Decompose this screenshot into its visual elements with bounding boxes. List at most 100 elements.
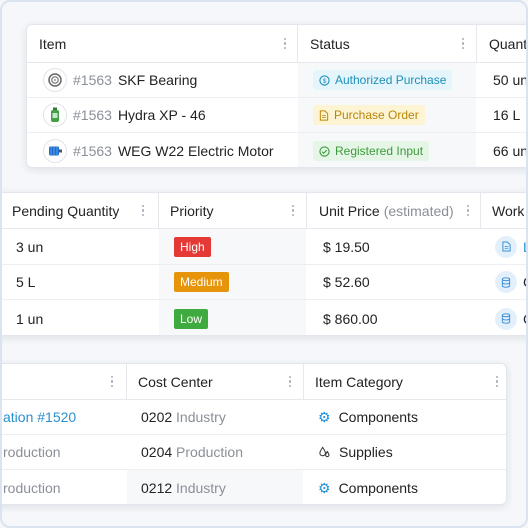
cost-name: Industry xyxy=(176,409,226,425)
column-header-item[interactable]: Item xyxy=(39,35,67,52)
priority-badge: Medium xyxy=(174,272,229,292)
bearing-icon xyxy=(43,68,67,92)
cost-center-cell: 0204 Production xyxy=(141,435,243,469)
document-icon xyxy=(319,109,329,121)
gear-icon: ⚙ xyxy=(318,408,331,425)
item-category-cell: ⚙ Components xyxy=(318,400,418,434)
unit-price-cell: $ 860.00 xyxy=(323,310,378,327)
cost-center-cell: 0202 Industry xyxy=(141,400,226,434)
status-cell: Registered Input xyxy=(298,133,476,167)
table-row[interactable]: 5 L Medium $ 52.60 C xyxy=(2,265,526,300)
unit-price-cell: $ 52.60 xyxy=(323,274,370,290)
work-cell: C xyxy=(495,300,526,335)
cost-table-header: Cost Center Item Category xyxy=(2,364,506,400)
cost-table: Cost Center Item Category ation #1520 02… xyxy=(2,363,507,505)
column-menu-icon[interactable] xyxy=(464,193,472,228)
status-badge: Purchase Order xyxy=(313,105,425,125)
item-name[interactable]: SKF Bearing xyxy=(117,72,198,88)
column-menu-icon[interactable] xyxy=(139,193,147,228)
dollar-circle-icon: $ xyxy=(319,74,330,86)
column-menu-icon[interactable] xyxy=(281,25,289,62)
column-divider[interactable] xyxy=(126,364,127,399)
pending-table: Pending Quantity Priority Unit Price (es… xyxy=(2,192,526,336)
priority-badge: High xyxy=(174,236,211,257)
origin-text: roduction xyxy=(3,480,61,496)
table-row[interactable]: ation #1520 0202 Industry ⚙ Components xyxy=(2,400,506,435)
drops-icon xyxy=(318,445,331,459)
cost-code: 0212 xyxy=(141,480,173,496)
item-code: #1563 xyxy=(73,143,112,159)
status-cell: Purchase Order xyxy=(298,98,476,132)
cost-name: Production xyxy=(176,444,243,460)
oil-bottle-icon xyxy=(43,103,67,127)
work-link[interactable]: L xyxy=(523,239,526,255)
item-name[interactable]: WEG W22 Electric Motor xyxy=(117,143,274,159)
column-header-priority[interactable]: Priority xyxy=(170,202,214,219)
quantity-cell: 66 un xyxy=(493,143,528,159)
item-code: #1563 xyxy=(73,107,112,123)
priority-badge: Low xyxy=(174,308,209,329)
items-table: Item Status Quant #1563 SKF Bearing $ Au… xyxy=(26,24,528,168)
table-row[interactable]: #1563 Hydra XP - 46 Purchase Order 16 L xyxy=(27,98,526,133)
items-table-header: Item Status Quant xyxy=(27,25,528,63)
work-text: C xyxy=(523,274,526,290)
cost-name: Industry xyxy=(176,480,226,496)
column-header-quantity[interactable]: Quant xyxy=(489,35,528,52)
item-cell: #1563 Hydra XP - 46 xyxy=(43,98,206,132)
work-cell: L xyxy=(495,229,526,264)
pending-table-header: Pending Quantity Priority Unit Price (es… xyxy=(2,193,526,229)
column-header-unit-price[interactable]: Unit Price (estimated) xyxy=(319,193,454,228)
table-row[interactable]: roduction 0212 Industry ⚙ Components xyxy=(2,470,506,504)
table-row[interactable]: #1563 WEG W22 Electric Motor Registered … xyxy=(27,133,528,167)
column-menu-icon[interactable] xyxy=(108,364,116,399)
pending-quantity-cell: 3 un xyxy=(16,238,44,255)
column-divider[interactable] xyxy=(297,25,298,62)
origin-link[interactable]: ation #1520 xyxy=(3,409,77,425)
status-badge: $ Authorized Purchase xyxy=(313,70,453,90)
item-category-cell: ⚙ Components xyxy=(318,470,418,504)
svg-text:$: $ xyxy=(323,77,327,84)
column-header-work[interactable]: Work xyxy=(492,202,525,219)
column-header-item-category[interactable]: Item Category xyxy=(315,373,403,390)
work-cell: C xyxy=(495,265,526,299)
cost-code: 0204 xyxy=(141,444,173,460)
pending-quantity-cell: 1 un xyxy=(16,310,44,327)
column-divider[interactable] xyxy=(480,193,481,228)
status-label: Authorized Purchase xyxy=(335,73,447,87)
category-label: Components xyxy=(338,480,418,496)
cost-code: 0202 xyxy=(141,409,173,425)
category-label: Supplies xyxy=(339,444,393,460)
item-name[interactable]: Hydra XP - 46 xyxy=(117,107,206,123)
column-divider[interactable] xyxy=(476,25,477,62)
quantity-cell: 50 un xyxy=(493,72,528,88)
table-row[interactable]: roduction 0204 Production Supplies xyxy=(2,435,506,470)
database-icon xyxy=(495,307,517,330)
table-row[interactable]: 3 un High $ 19.50 L xyxy=(2,229,526,265)
column-menu-icon[interactable] xyxy=(459,25,467,62)
column-menu-icon[interactable] xyxy=(289,193,297,228)
work-text: C xyxy=(523,311,526,327)
column-header-pending-quantity[interactable]: Pending Quantity xyxy=(12,202,120,219)
unit-price-cell: $ 19.50 xyxy=(323,238,370,255)
column-divider[interactable] xyxy=(306,193,307,228)
check-circle-icon xyxy=(319,145,330,157)
column-header-cost-center[interactable]: Cost Center xyxy=(138,373,213,390)
table-row[interactable]: 1 un Low $ 860.00 C xyxy=(2,300,526,335)
item-cell: #1563 WEG W22 Electric Motor xyxy=(43,133,274,167)
unit-price-label: Unit Price xyxy=(319,202,380,219)
gear-icon: ⚙ xyxy=(318,479,331,496)
status-label: Registered Input xyxy=(335,144,424,158)
column-header-status[interactable]: Status xyxy=(310,35,350,52)
origin-text: roduction xyxy=(3,444,61,460)
table-row[interactable]: #1563 SKF Bearing $ Authorized Purchase … xyxy=(27,63,528,98)
priority-cell: High xyxy=(159,229,306,264)
database-icon xyxy=(495,271,517,293)
column-divider[interactable] xyxy=(303,364,304,399)
category-label: Components xyxy=(338,409,418,425)
item-category-cell: Supplies xyxy=(318,435,393,469)
column-divider[interactable] xyxy=(158,193,159,228)
column-menu-icon[interactable] xyxy=(493,364,501,399)
column-menu-icon[interactable] xyxy=(286,364,294,399)
pending-quantity-cell: 5 L xyxy=(16,274,36,290)
